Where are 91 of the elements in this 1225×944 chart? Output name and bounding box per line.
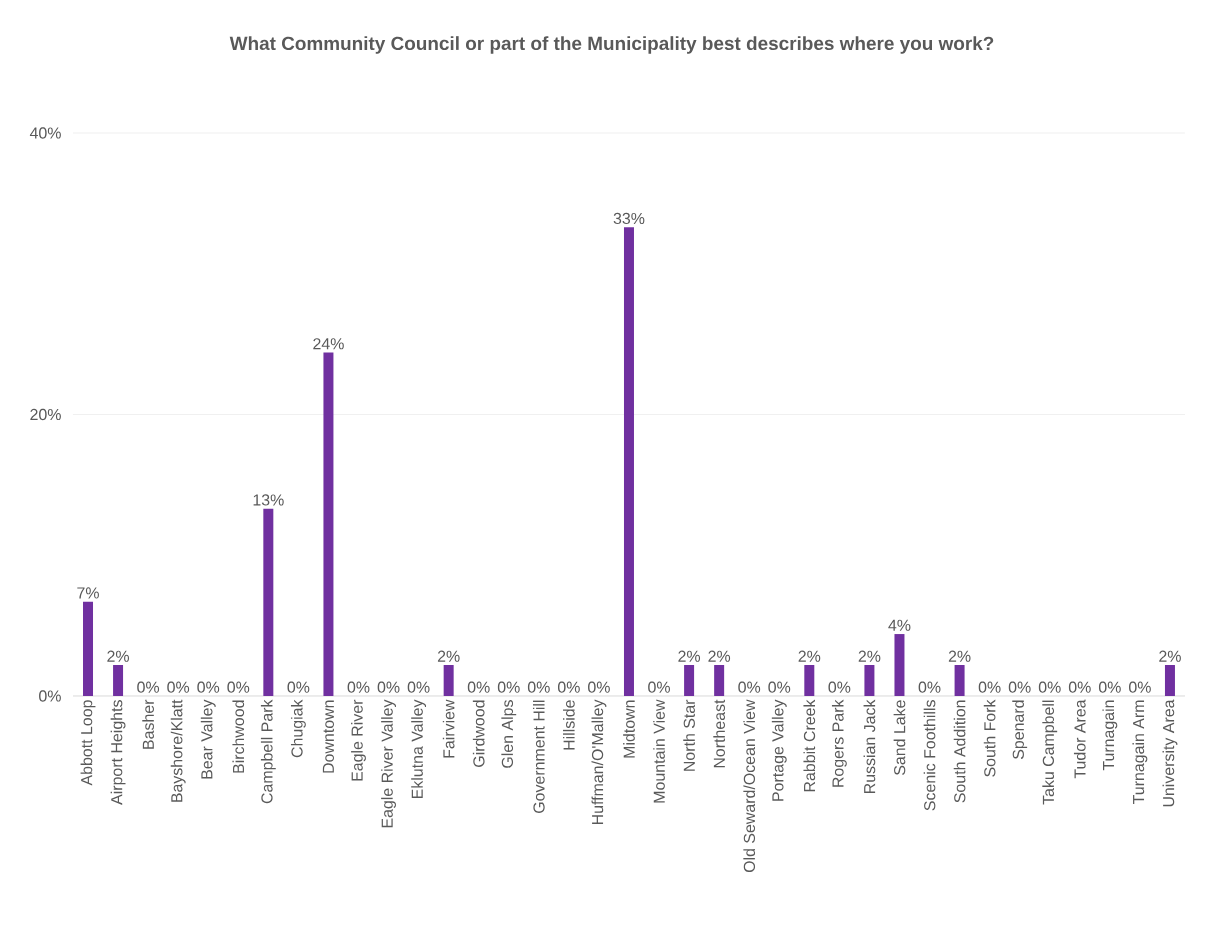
x-tick-label: Turnagain xyxy=(1102,700,1118,771)
x-tick-label: Turnagain Arm xyxy=(1132,700,1148,804)
data-label: 2% xyxy=(678,650,701,662)
data-label: 0% xyxy=(407,681,430,693)
x-tick-label: Scenic Foothills xyxy=(923,700,936,811)
x-tick-label: Tudor Area xyxy=(1073,699,1086,779)
data-label: 33% xyxy=(613,212,645,225)
bar xyxy=(263,508,274,696)
x-tick-label: Birchwood xyxy=(232,700,245,773)
bar xyxy=(954,665,965,696)
chart-title: What Community Council or part of the Municipality best describes where you work? xyxy=(229,36,994,54)
x-tick-label: Rabbit Creek xyxy=(803,699,816,792)
x-tick-label: Taku Campbell xyxy=(1042,700,1058,805)
data-label: 0% xyxy=(227,681,250,693)
data-label: 0% xyxy=(377,681,400,693)
y-tick-label: 40% xyxy=(29,127,61,139)
x-tick-label: Hillside xyxy=(563,700,575,750)
bar xyxy=(864,665,875,696)
data-label: 0% xyxy=(1008,681,1031,693)
bar xyxy=(443,665,454,696)
bar xyxy=(323,352,334,696)
y-tick-label: 0% xyxy=(39,690,61,702)
data-label: 0% xyxy=(347,681,370,693)
x-tick-label: Basher xyxy=(142,699,154,749)
x-tick-label: University Area xyxy=(1162,699,1178,807)
x-tick-label: Rogers Park xyxy=(831,699,847,787)
x-tick-label: Glen Alps xyxy=(501,700,517,768)
data-label: 0% xyxy=(137,681,160,693)
data-label: 0% xyxy=(1129,681,1151,693)
data-label: 0% xyxy=(497,681,520,693)
bar xyxy=(1164,665,1175,696)
data-label: 2% xyxy=(708,650,731,662)
data-label: 0% xyxy=(197,681,220,693)
x-tick-label: Girdwood xyxy=(472,700,485,767)
x-tick-label: Airport Heights xyxy=(110,700,126,805)
data-label: 0% xyxy=(738,681,761,693)
x-tick-label: Mountain View xyxy=(653,699,665,803)
x-tick-label: Portage Valley xyxy=(771,699,787,801)
bar xyxy=(684,665,695,696)
bar xyxy=(83,601,94,696)
bar xyxy=(623,227,634,696)
data-label: 0% xyxy=(768,681,791,693)
x-tick-label: Eagle River xyxy=(351,699,366,781)
data-label: 13% xyxy=(253,494,284,506)
x-tick-label: Bayshore/Klatt xyxy=(170,699,186,802)
data-label: 0% xyxy=(1038,681,1061,693)
x-tick-label: Downtown xyxy=(322,700,334,773)
x-tick-label: Russian Jack xyxy=(863,699,876,793)
data-label: 2% xyxy=(437,650,460,662)
data-label: 0% xyxy=(527,681,550,693)
bar xyxy=(714,665,725,696)
data-label: 4% xyxy=(888,619,911,631)
x-tick-label: Government Hill xyxy=(532,700,545,813)
bar xyxy=(804,665,815,696)
x-tick-label: Bear Valley xyxy=(200,699,216,779)
x-tick-label: Chugiak xyxy=(290,699,306,758)
data-label: 2% xyxy=(948,650,971,662)
x-tick-label: Spenard xyxy=(1012,700,1028,760)
y-tick-label: 20% xyxy=(30,408,61,421)
data-label: 2% xyxy=(107,650,130,662)
data-label: 0% xyxy=(557,681,580,693)
data-label: 0% xyxy=(167,681,190,693)
data-label: 0% xyxy=(467,681,490,693)
data-label: 0% xyxy=(588,681,610,693)
data-label: 2% xyxy=(858,650,881,662)
x-tick-label: Eagle River Valley xyxy=(381,699,396,828)
x-tick-label: Abbott Loop xyxy=(80,700,96,786)
x-tick-label: South Fork xyxy=(983,699,996,777)
data-label: 0% xyxy=(1068,681,1091,693)
x-tick-label: Northeast xyxy=(713,699,725,768)
data-label: 0% xyxy=(648,681,670,693)
data-label: 0% xyxy=(978,681,1001,693)
data-label: 0% xyxy=(828,681,851,693)
x-tick-label: Sand Lake xyxy=(893,700,906,776)
data-label: 2% xyxy=(798,650,821,662)
data-label: 2% xyxy=(1159,650,1181,662)
bar xyxy=(113,665,124,696)
data-label: 0% xyxy=(287,681,310,693)
x-tick-label: North Star xyxy=(683,699,695,771)
x-tick-label: Midtown xyxy=(623,700,635,758)
x-tick-label: Campbell Park xyxy=(260,699,276,804)
data-label: 24% xyxy=(313,338,344,350)
x-tick-label: Huffman/O'Malley xyxy=(591,699,607,825)
x-tick-label: Eklutna Valley xyxy=(411,699,427,799)
data-label: 0% xyxy=(918,681,941,693)
data-label: 7% xyxy=(77,587,99,599)
bar xyxy=(894,634,905,696)
data-label: 0% xyxy=(1098,681,1121,693)
x-tick-label: South Addition xyxy=(953,700,966,803)
x-tick-label: Old Seward/Ocean View xyxy=(743,699,756,873)
x-tick-label: Fairview xyxy=(442,699,455,758)
